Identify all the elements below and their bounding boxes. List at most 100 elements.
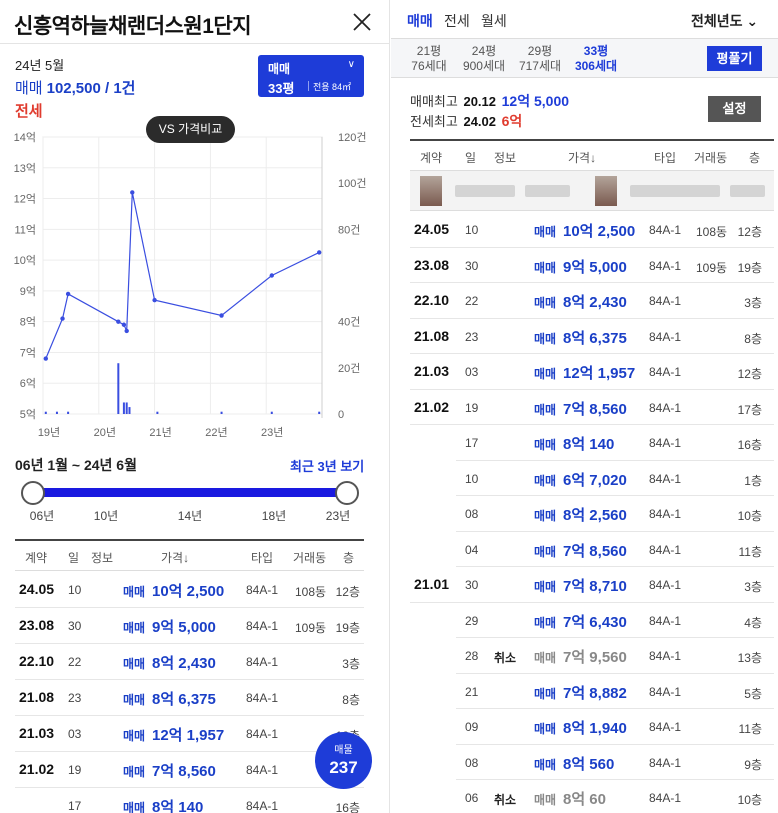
floor: 16층 — [335, 801, 360, 813]
settings-button[interactable]: 설정 — [708, 96, 761, 122]
table-row[interactable]: 29 매매 7억 6,430 84A-1 4층 — [456, 603, 774, 638]
table-row[interactable]: 09 매매 8억 1,940 84A-1 11층 — [456, 709, 774, 745]
filter-size: 33평 — [268, 81, 295, 96]
volume-bar — [128, 407, 131, 414]
col-contract[interactable]: 계약 — [25, 551, 48, 565]
trade-price: 7억 8,710 — [563, 578, 627, 595]
vs-compare-button[interactable]: VS 가격비교 — [146, 116, 235, 143]
table-row[interactable]: 17 매매 8억 140 84A-1 16층 — [58, 788, 364, 813]
unit-type: 84A-1 — [246, 655, 279, 669]
trade-type: 매매 — [534, 544, 557, 559]
price-line — [45, 192, 320, 359]
floor: 19층 — [335, 621, 360, 635]
y2-tick-label: 120건 — [338, 131, 366, 144]
table-row[interactable]: 08 매매 8억 560 84A-1 9층 — [456, 745, 774, 780]
col-info[interactable]: 정보 — [91, 551, 114, 565]
floor: 12층 — [737, 367, 762, 381]
unit-type: 84A-1 — [246, 799, 279, 813]
col-floor[interactable]: 층 — [343, 551, 355, 565]
table-row[interactable]: 06 취소 매매 8억 60 84A-1 10층 — [456, 780, 774, 813]
y-tick-label: 6억 — [20, 377, 36, 390]
trade-type: 매매 — [123, 585, 146, 599]
trade-type: 매매 — [534, 615, 557, 630]
table-row[interactable]: 23.08 30 매매 9억 5,000 84A-1 109동 19층 — [410, 248, 774, 283]
table-row[interactable]: 10 매매 6억 7,020 84A-1 1층 — [456, 461, 774, 496]
floor: 19층 — [737, 260, 762, 275]
trade-price: 7억 8,882 — [563, 684, 627, 702]
unit-type: 84A-1 — [246, 763, 279, 777]
table-row[interactable]: 21 매매 7억 8,882 84A-1 5층 — [456, 674, 774, 709]
table-row[interactable]: 22.10 22 매매 8억 2,430 84A-1 3층 — [15, 644, 364, 680]
blurred-ad-row — [410, 171, 774, 211]
floor-plan-button[interactable]: 평풀기 — [707, 46, 762, 71]
table-row[interactable]: 22.10 22 매매 8억 2,430 84A-1 3층 — [410, 283, 774, 319]
col-unit[interactable]: 타입 — [654, 151, 677, 165]
col-info[interactable]: 정보 — [494, 151, 517, 165]
trade-type-tabs: 매매 전세 월세 전체년도 ⌄ — [391, 0, 778, 38]
contract-month: 21.01 — [414, 576, 450, 592]
floor: 17층 — [737, 402, 762, 417]
table-row[interactable]: 28 취소 매매 7억 9,560 84A-1 13층 — [456, 638, 774, 674]
range-slider-end-handle[interactable] — [335, 481, 359, 505]
range-slider-track[interactable] — [32, 488, 348, 497]
table-row[interactable]: 21.01 30 매매 7억 8,710 84A-1 3층 — [410, 567, 774, 603]
table-row[interactable]: 23.08 30 매매 9억 5,000 84A-1 109동 19층 — [15, 608, 364, 644]
max-sale-price: 12억 5,000 — [501, 93, 570, 109]
col-dong[interactable]: 거래동 — [694, 151, 728, 165]
col-contract[interactable]: 계약 — [420, 151, 443, 165]
col-floor[interactable]: 층 — [749, 151, 761, 165]
col-price[interactable]: 가격↓ — [568, 151, 597, 165]
col-price[interactable]: 가격↓ — [161, 551, 190, 565]
col-unit[interactable]: 타입 — [251, 551, 274, 565]
col-day[interactable]: 일 — [465, 151, 477, 165]
table-row[interactable]: 08 매매 8억 2,560 84A-1 10층 — [456, 496, 774, 532]
contract-day: 30 — [465, 578, 479, 592]
pyeong-option[interactable]: 24평 900세대 — [459, 44, 509, 74]
trade-price: 8억 60 — [563, 791, 606, 808]
floor: 10층 — [737, 509, 762, 523]
trade-price: 6억 7,020 — [563, 471, 627, 489]
tab-jeonse[interactable]: 전세 — [444, 13, 470, 29]
trade-type: 매매 — [123, 765, 146, 779]
year-filter-dropdown[interactable]: 전체년도 ⌄ — [691, 11, 758, 31]
table-row[interactable]: 24.05 10 매매 10억 2,500 84A-1 108동 12층 — [15, 572, 364, 608]
max-sale-line: 매매최고 20.12 12억 5,000 — [410, 91, 569, 111]
size-filter-button[interactable]: 매매 ∨ 33평 전용 84㎡ — [258, 55, 364, 97]
pyeong-option-selected[interactable]: 33평 306세대 — [571, 44, 621, 74]
contract-day: 08 — [465, 755, 479, 770]
contract-month: 21.03 — [414, 363, 450, 379]
table-row[interactable]: 17 매매 8억 140 84A-1 16층 — [456, 425, 774, 461]
table-row[interactable]: 24.05 10 매매 10억 2,500 84A-1 108동 12층 — [410, 212, 774, 248]
contract-month: 21.08 — [19, 689, 55, 705]
contract-month: 23.08 — [19, 617, 55, 633]
blurred-text — [630, 185, 720, 197]
table-row[interactable]: 04 매매 7억 8,560 84A-1 11층 — [456, 532, 774, 567]
contract-day: 29 — [465, 613, 479, 628]
close-icon[interactable] — [350, 10, 374, 34]
y-tick-label: 14억 — [14, 131, 36, 144]
col-day[interactable]: 일 — [68, 551, 80, 565]
range-slider-start-handle[interactable] — [21, 481, 45, 505]
recent-3-years-link[interactable]: 최근 3년 보기 — [290, 459, 365, 474]
contract-day: 03 — [465, 365, 479, 379]
listings-badge-button[interactable]: 매물 237 — [315, 732, 372, 789]
tab-monthly-rent[interactable]: 월세 — [481, 13, 507, 29]
pyeong-option[interactable]: 29평 717세대 — [515, 44, 565, 74]
table-row[interactable]: 21.08 23 매매 8억 6,375 84A-1 8층 — [410, 319, 774, 354]
y-tick-label: 7억 — [20, 346, 36, 359]
chevron-down-icon: ∨ — [347, 59, 355, 70]
trade-type: 매매 — [534, 260, 557, 275]
col-dong[interactable]: 거래동 — [293, 551, 327, 565]
price-chart[interactable]: 14억 13억 12억 11억 10억 9억 8억 7억 6억 5억 120건 100건 80건 40건 2… — [0, 125, 390, 445]
price-point — [43, 356, 48, 361]
pyeong-option[interactable]: 21평 76세대 — [409, 44, 449, 74]
tab-sale[interactable]: 매매 — [407, 13, 433, 29]
pyeong-size: 29평 — [527, 44, 553, 58]
unit-type: 84A-1 — [649, 720, 682, 734]
volume-bar — [270, 411, 273, 414]
table-row[interactable]: 21.08 23 매매 8억 6,375 84A-1 8층 — [15, 680, 364, 716]
